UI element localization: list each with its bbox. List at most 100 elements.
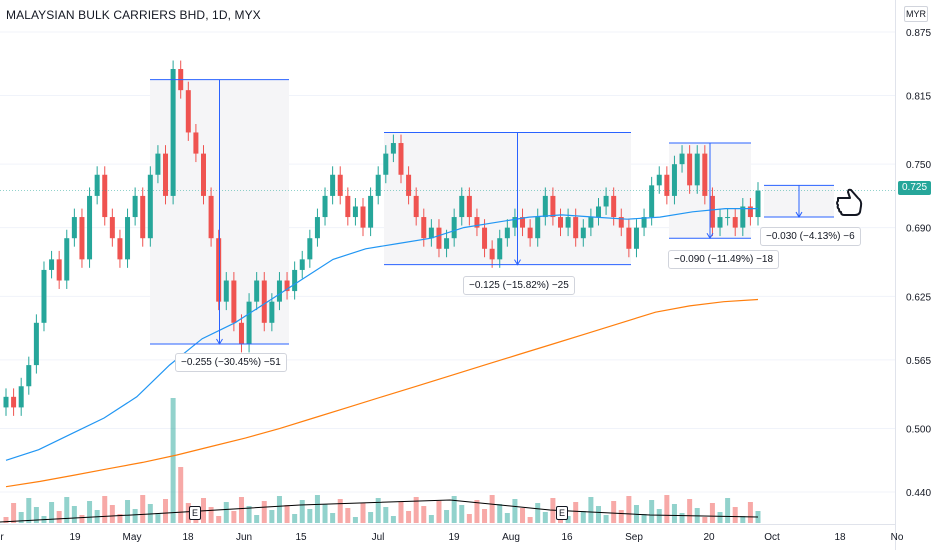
- volume-bar: [132, 509, 138, 523]
- volume-bar: [603, 515, 609, 523]
- candle-body: [755, 190, 761, 218]
- volume-bar: [352, 517, 358, 523]
- x-tick-label: Jul: [372, 532, 385, 543]
- x-tick-label: 19: [69, 532, 81, 543]
- x-tick-label: 20: [703, 532, 715, 543]
- volume-bar: [428, 515, 434, 523]
- volume-bar: [459, 505, 465, 523]
- candle-body: [489, 248, 495, 260]
- volume-bar: [649, 500, 655, 523]
- earnings-marker-2[interactable]: E: [556, 506, 568, 520]
- measurement-label-1: −0.255 (−30.45%) −51: [175, 353, 287, 372]
- volume-bar: [314, 495, 320, 523]
- volume-bar: [451, 496, 457, 523]
- candle-body: [664, 174, 670, 196]
- candle-body: [26, 365, 32, 387]
- volume-bar: [497, 504, 503, 523]
- volume-bar: [337, 499, 343, 523]
- volume-bar: [595, 506, 601, 523]
- earnings-marker-1[interactable]: E: [189, 506, 201, 520]
- x-tick-label: May: [123, 532, 142, 543]
- ma-long-line: [5, 298, 759, 488]
- moving-averages: [0, 190, 895, 488]
- volume-bar: [109, 505, 115, 523]
- volume-bar: [512, 499, 518, 523]
- candle-body: [284, 280, 290, 292]
- volume-bar: [398, 502, 404, 523]
- volume-bar: [747, 502, 753, 523]
- volume-bar: [49, 502, 55, 523]
- volume-bar: [269, 510, 275, 523]
- candle-body: [702, 153, 708, 196]
- candle-body: [254, 280, 260, 302]
- candle-body: [314, 217, 320, 239]
- x-tick-label: 16: [561, 532, 573, 543]
- volume-bar: [64, 497, 70, 523]
- x-tick-label: r: [0, 532, 4, 543]
- candle-body: [269, 301, 275, 323]
- x-tick-label: 15: [295, 532, 307, 543]
- volume-bar: [542, 512, 548, 523]
- volume-bar: [527, 517, 533, 523]
- measurement-label-4: −0.030 (−4.13%) −6: [760, 227, 861, 246]
- candle-body: [504, 227, 510, 239]
- volume-bar: [33, 507, 39, 523]
- volume-bar: [71, 506, 77, 523]
- candle-body: [535, 217, 541, 239]
- volume-bar: [3, 517, 9, 523]
- candle-body: [406, 174, 412, 196]
- candle-body: [732, 217, 738, 228]
- measure-arrow: [514, 259, 521, 266]
- candle-body: [580, 227, 586, 239]
- candle-body: [679, 153, 685, 165]
- candle-body: [49, 259, 55, 270]
- volume-bar: [345, 508, 351, 523]
- candle-body: [482, 227, 488, 249]
- volume-bar: [611, 501, 617, 523]
- volume-bar: [163, 499, 169, 523]
- volume-bar: [246, 506, 252, 523]
- volume-bar: [261, 501, 267, 523]
- candle-body: [466, 195, 472, 218]
- measurement-label-2: −0.125 (−15.82%) −25: [463, 276, 575, 295]
- candle-body: [322, 195, 328, 218]
- candle-body: [725, 217, 731, 219]
- measure-arrow: [706, 232, 714, 240]
- ma-short-line: [5, 208, 758, 461]
- candle-body: [747, 206, 753, 218]
- candle-body: [717, 217, 723, 228]
- time-axis: r 19 May 18 Jun 15 Jul 19 Aug 16 Sep 20 Oct 18 No: [0, 524, 904, 543]
- measure-ranges: [150, 79, 834, 344]
- candle-body: [421, 217, 427, 239]
- candle-body: [185, 90, 191, 133]
- candle-body: [345, 195, 351, 218]
- volume-bar: [383, 507, 389, 523]
- volume-bar: [573, 502, 579, 523]
- current-price-label: 0.725: [898, 181, 931, 195]
- candle-body: [18, 386, 24, 408]
- candle-body: [238, 322, 244, 344]
- candle-body: [117, 238, 123, 260]
- candle-body: [360, 206, 366, 228]
- y-tick-label: 0.750: [906, 160, 931, 171]
- volume-bar: [390, 516, 396, 523]
- candle-body: [459, 195, 465, 218]
- volume-bar: [155, 513, 161, 523]
- volume-bar: [299, 500, 305, 523]
- hand-pointer-icon: [834, 186, 866, 218]
- volume-bar: [330, 513, 336, 523]
- x-tick-label: 18: [182, 532, 194, 543]
- candle-body: [170, 69, 176, 196]
- volume-bar: [216, 516, 222, 523]
- volume-bar: [360, 503, 366, 523]
- candle-body: [740, 206, 746, 228]
- volume-bar: [18, 512, 24, 523]
- candle-body: [261, 280, 267, 323]
- currency-label[interactable]: MYR: [904, 6, 928, 22]
- x-tick-label: Sep: [625, 532, 643, 543]
- candle-body: [542, 195, 548, 218]
- volume-average-line: [0, 499, 759, 523]
- volume-bar: [238, 497, 244, 523]
- candle-body: [132, 195, 138, 218]
